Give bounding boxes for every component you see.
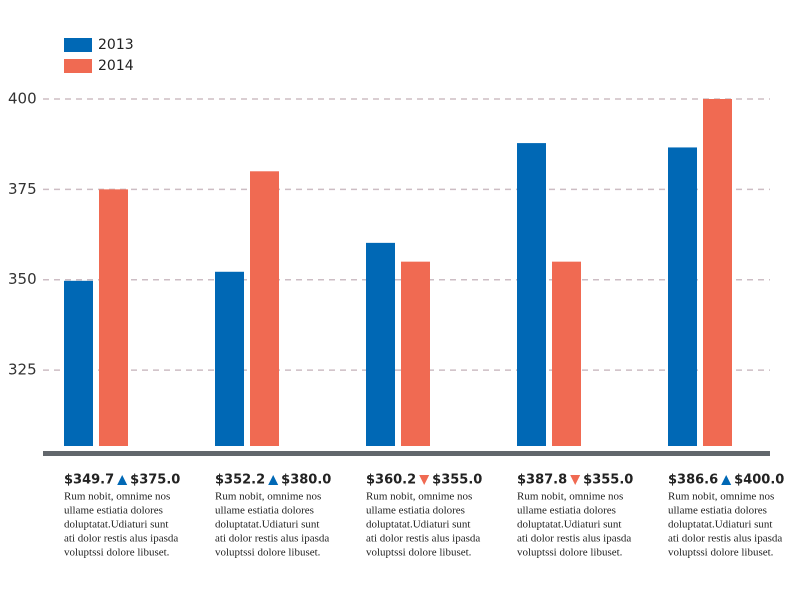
change-arrow	[570, 475, 581, 485]
bar	[517, 143, 546, 447]
note-line: voluptssi dolore libuset.	[668, 547, 774, 559]
change-arrow	[721, 475, 732, 485]
note-line: ati dolor restis alus ipasda	[517, 533, 631, 545]
value-label: $352.2	[215, 473, 265, 488]
legend-swatch	[64, 59, 92, 73]
change-arrow	[117, 475, 128, 485]
note-line: voluptssi dolore libuset.	[366, 547, 472, 559]
bar	[668, 147, 697, 446]
note-line: ullame estiatia dolores	[366, 505, 465, 517]
y-tick-label: 375	[8, 180, 37, 198]
bar	[250, 171, 279, 446]
value-label: $380.0	[281, 473, 331, 488]
value-label: $360.2	[366, 473, 416, 488]
note-line: ullame estiatia dolores	[668, 505, 767, 517]
note-line: Rum nobit, omnime nos	[64, 491, 170, 503]
baseline	[43, 451, 770, 456]
bar	[64, 280, 93, 446]
legend-swatch	[64, 38, 92, 52]
legend-label: 2014	[98, 58, 134, 74]
legend-label: 2013	[98, 37, 134, 53]
bar	[366, 242, 395, 446]
bar	[215, 271, 244, 446]
value-label: $386.6	[668, 473, 718, 488]
note-line: ati dolor restis alus ipasda	[366, 533, 480, 545]
bar	[703, 99, 732, 446]
note-line: voluptssi dolore libuset.	[64, 547, 170, 559]
value-label: $349.7	[64, 473, 114, 488]
value-label: $375.0	[130, 473, 180, 488]
value-label: $355.0	[583, 473, 633, 488]
bar	[99, 189, 128, 447]
note-line: voluptssi dolore libuset.	[215, 547, 321, 559]
value-label: $400.0	[734, 473, 784, 488]
note-line: doluptatat.Udiaturi sunt	[517, 519, 621, 531]
value-label: $387.8	[517, 473, 567, 488]
note-line: ullame estiatia dolores	[517, 505, 616, 517]
note-line: ati dolor restis alus ipasda	[215, 533, 329, 545]
value-label: $355.0	[432, 473, 482, 488]
note-line: doluptatat.Udiaturi sunt	[64, 519, 168, 531]
change-arrow	[268, 475, 279, 485]
note-line: Rum nobit, omnime nos	[366, 491, 472, 503]
note-line: Rum nobit, omnime nos	[215, 491, 321, 503]
note-line: doluptatat.Udiaturi sunt	[215, 519, 319, 531]
note-line: doluptatat.Udiaturi sunt	[366, 519, 470, 531]
note-line: ullame estiatia dolores	[64, 505, 163, 517]
note-line: ati dolor restis alus ipasda	[668, 533, 782, 545]
y-tick-label: 325	[8, 361, 37, 379]
change-arrow	[419, 475, 430, 485]
note-line: ullame estiatia dolores	[215, 505, 314, 517]
note-line: Rum nobit, omnime nos	[668, 491, 774, 503]
note-line: voluptssi dolore libuset.	[517, 547, 623, 559]
bar	[401, 261, 430, 446]
note-line: ati dolor restis alus ipasda	[64, 533, 178, 545]
y-tick-label: 350	[8, 270, 37, 288]
y-tick-label: 400	[8, 90, 37, 108]
note-line: Rum nobit, omnime nos	[517, 491, 623, 503]
bar	[552, 261, 581, 446]
note-line: doluptatat.Udiaturi sunt	[668, 519, 772, 531]
